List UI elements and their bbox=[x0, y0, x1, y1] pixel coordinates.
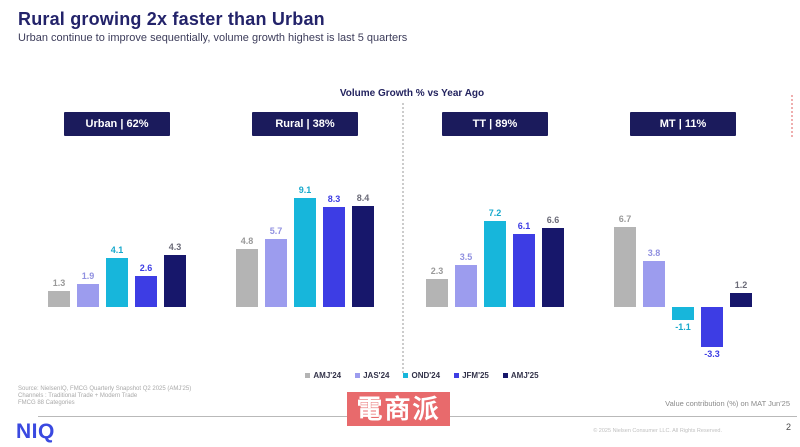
bars-area-mt: 6.7 3.8 -1.1 -3.3 1.2 bbox=[606, 137, 760, 362]
bar-mt-ond24 bbox=[672, 307, 694, 320]
bar-rural-ond24 bbox=[294, 198, 316, 307]
group-header-urban: Urban | 62% bbox=[64, 112, 170, 136]
legend-swatch bbox=[454, 373, 460, 378]
red-dotted-marker bbox=[791, 95, 793, 137]
bar-tt-jfm25 bbox=[513, 234, 535, 307]
bar-urban-amj25 bbox=[164, 255, 186, 307]
bar-value-label: 3.5 bbox=[459, 252, 473, 262]
bar-tt-jas24 bbox=[455, 265, 477, 307]
bar-value-label: 6.6 bbox=[546, 215, 560, 225]
chart-group-mt: MT | 11% 6.7 3.8 -1.1 -3.3 1.2 bbox=[606, 112, 760, 362]
source-line-1: Source: NielsenIQ, FMCG Quarterly Snapsh… bbox=[18, 386, 192, 392]
bar-value-label: -1.1 bbox=[675, 322, 691, 332]
legend-item-jas24: JAS'24 bbox=[355, 371, 389, 380]
bar-value-label: 4.8 bbox=[240, 236, 254, 246]
bar-urban-jas24 bbox=[77, 284, 99, 307]
source-note: Source: NielsenIQ, FMCG Quarterly Snapsh… bbox=[18, 386, 191, 407]
group-header-mt: MT | 11% bbox=[630, 112, 736, 136]
source-line-2: Channels : Traditional Trade + Modern Tr… bbox=[18, 393, 138, 399]
chart-group-urban: Urban | 62% 1.3 1.9 4.1 2.6 4.3 bbox=[40, 112, 194, 362]
bar-value-label: 5.7 bbox=[269, 226, 283, 236]
bar-mt-jas24 bbox=[643, 261, 665, 307]
copyright-text: © 2025 Nielsen Consumer LLC. All Rights … bbox=[593, 428, 722, 434]
bar-rural-amj24 bbox=[236, 249, 258, 307]
bar-mt-amj25 bbox=[730, 293, 752, 307]
bar-value-label: 9.1 bbox=[298, 185, 312, 195]
bars-area-tt: 2.3 3.5 7.2 6.1 6.6 bbox=[418, 137, 572, 362]
bar-tt-amj24 bbox=[426, 279, 448, 307]
bar-value-label: 2.6 bbox=[139, 263, 153, 273]
legend-label: AMJ'24 bbox=[313, 371, 342, 380]
page-number: 2 bbox=[785, 422, 791, 432]
bar-value-label: 4.1 bbox=[110, 245, 124, 255]
bar-value-label: 6.1 bbox=[517, 221, 531, 231]
bar-value-label: 2.3 bbox=[430, 266, 444, 276]
bar-mt-amj24 bbox=[614, 227, 636, 307]
page-title: Rural growing 2x faster than Urban bbox=[18, 9, 325, 29]
legend-item-amj24: AMJ'24 bbox=[305, 371, 341, 380]
legend-label: JAS'24 bbox=[363, 371, 390, 380]
bar-mt-jfm25 bbox=[701, 307, 723, 347]
bar-value-label: -3.3 bbox=[704, 349, 720, 359]
bar-value-label: 1.3 bbox=[52, 278, 66, 288]
chart-title: Volume Growth % vs Year Ago bbox=[339, 88, 485, 99]
legend-swatch bbox=[355, 373, 361, 378]
bar-value-label: 6.7 bbox=[618, 214, 632, 224]
bar-rural-amj25 bbox=[352, 206, 374, 307]
value-contribution-note: Value contribution (%) on MAT Jun'25 bbox=[665, 399, 790, 408]
legend-item-jfm25: JFM'25 bbox=[454, 371, 489, 380]
chart-group-rural: Rural | 38% 4.8 5.7 9.1 8.3 8.4 bbox=[228, 112, 382, 362]
source-line-3: FMCG 88 Categories bbox=[18, 400, 75, 406]
vertical-dotted-divider bbox=[402, 103, 404, 373]
legend-item-ond24: OND'24 bbox=[403, 371, 440, 380]
legend-swatch bbox=[305, 373, 311, 378]
chart-legend: AMJ'24 JAS'24 OND'24 JFM'25 AMJ'25 bbox=[22, 371, 800, 380]
bar-value-label: 4.3 bbox=[168, 242, 182, 252]
legend-label: JFM'25 bbox=[462, 371, 489, 380]
bar-rural-jas24 bbox=[265, 239, 287, 307]
bar-tt-ond24 bbox=[484, 221, 506, 307]
legend-swatch bbox=[502, 373, 508, 378]
legend-swatch bbox=[403, 373, 409, 378]
bar-rural-jfm25 bbox=[323, 207, 345, 307]
bar-tt-amj25 bbox=[542, 228, 564, 307]
bar-value-label: 3.8 bbox=[647, 248, 661, 258]
legend-item-amj25: AMJ'25 bbox=[502, 371, 539, 380]
chart-group-tt: TT | 89% 2.3 3.5 7.2 6.1 6.6 bbox=[418, 112, 572, 362]
bar-value-label: 7.2 bbox=[488, 208, 502, 218]
group-header-tt: TT | 89% bbox=[442, 112, 548, 136]
bar-urban-amj24 bbox=[48, 291, 70, 307]
bars-area-rural: 4.8 5.7 9.1 8.3 8.4 bbox=[228, 137, 382, 362]
watermark-badge: 電商派 bbox=[347, 392, 450, 426]
legend-label: OND'24 bbox=[411, 371, 441, 380]
bar-value-label: 1.2 bbox=[734, 280, 748, 290]
group-header-rural: Rural | 38% bbox=[252, 112, 358, 136]
page-subtitle: Urban continue to improve sequentially, … bbox=[18, 32, 408, 44]
bar-value-label: 8.3 bbox=[327, 194, 341, 204]
niq-logo: NIQ bbox=[16, 420, 55, 443]
bars-area-urban: 1.3 1.9 4.1 2.6 4.3 bbox=[40, 137, 194, 362]
bar-value-label: 8.4 bbox=[356, 193, 370, 203]
legend-label: AMJ'25 bbox=[510, 371, 539, 380]
bar-urban-ond24 bbox=[106, 258, 128, 307]
bar-urban-jfm25 bbox=[135, 276, 157, 307]
bar-value-label: 1.9 bbox=[81, 271, 95, 281]
